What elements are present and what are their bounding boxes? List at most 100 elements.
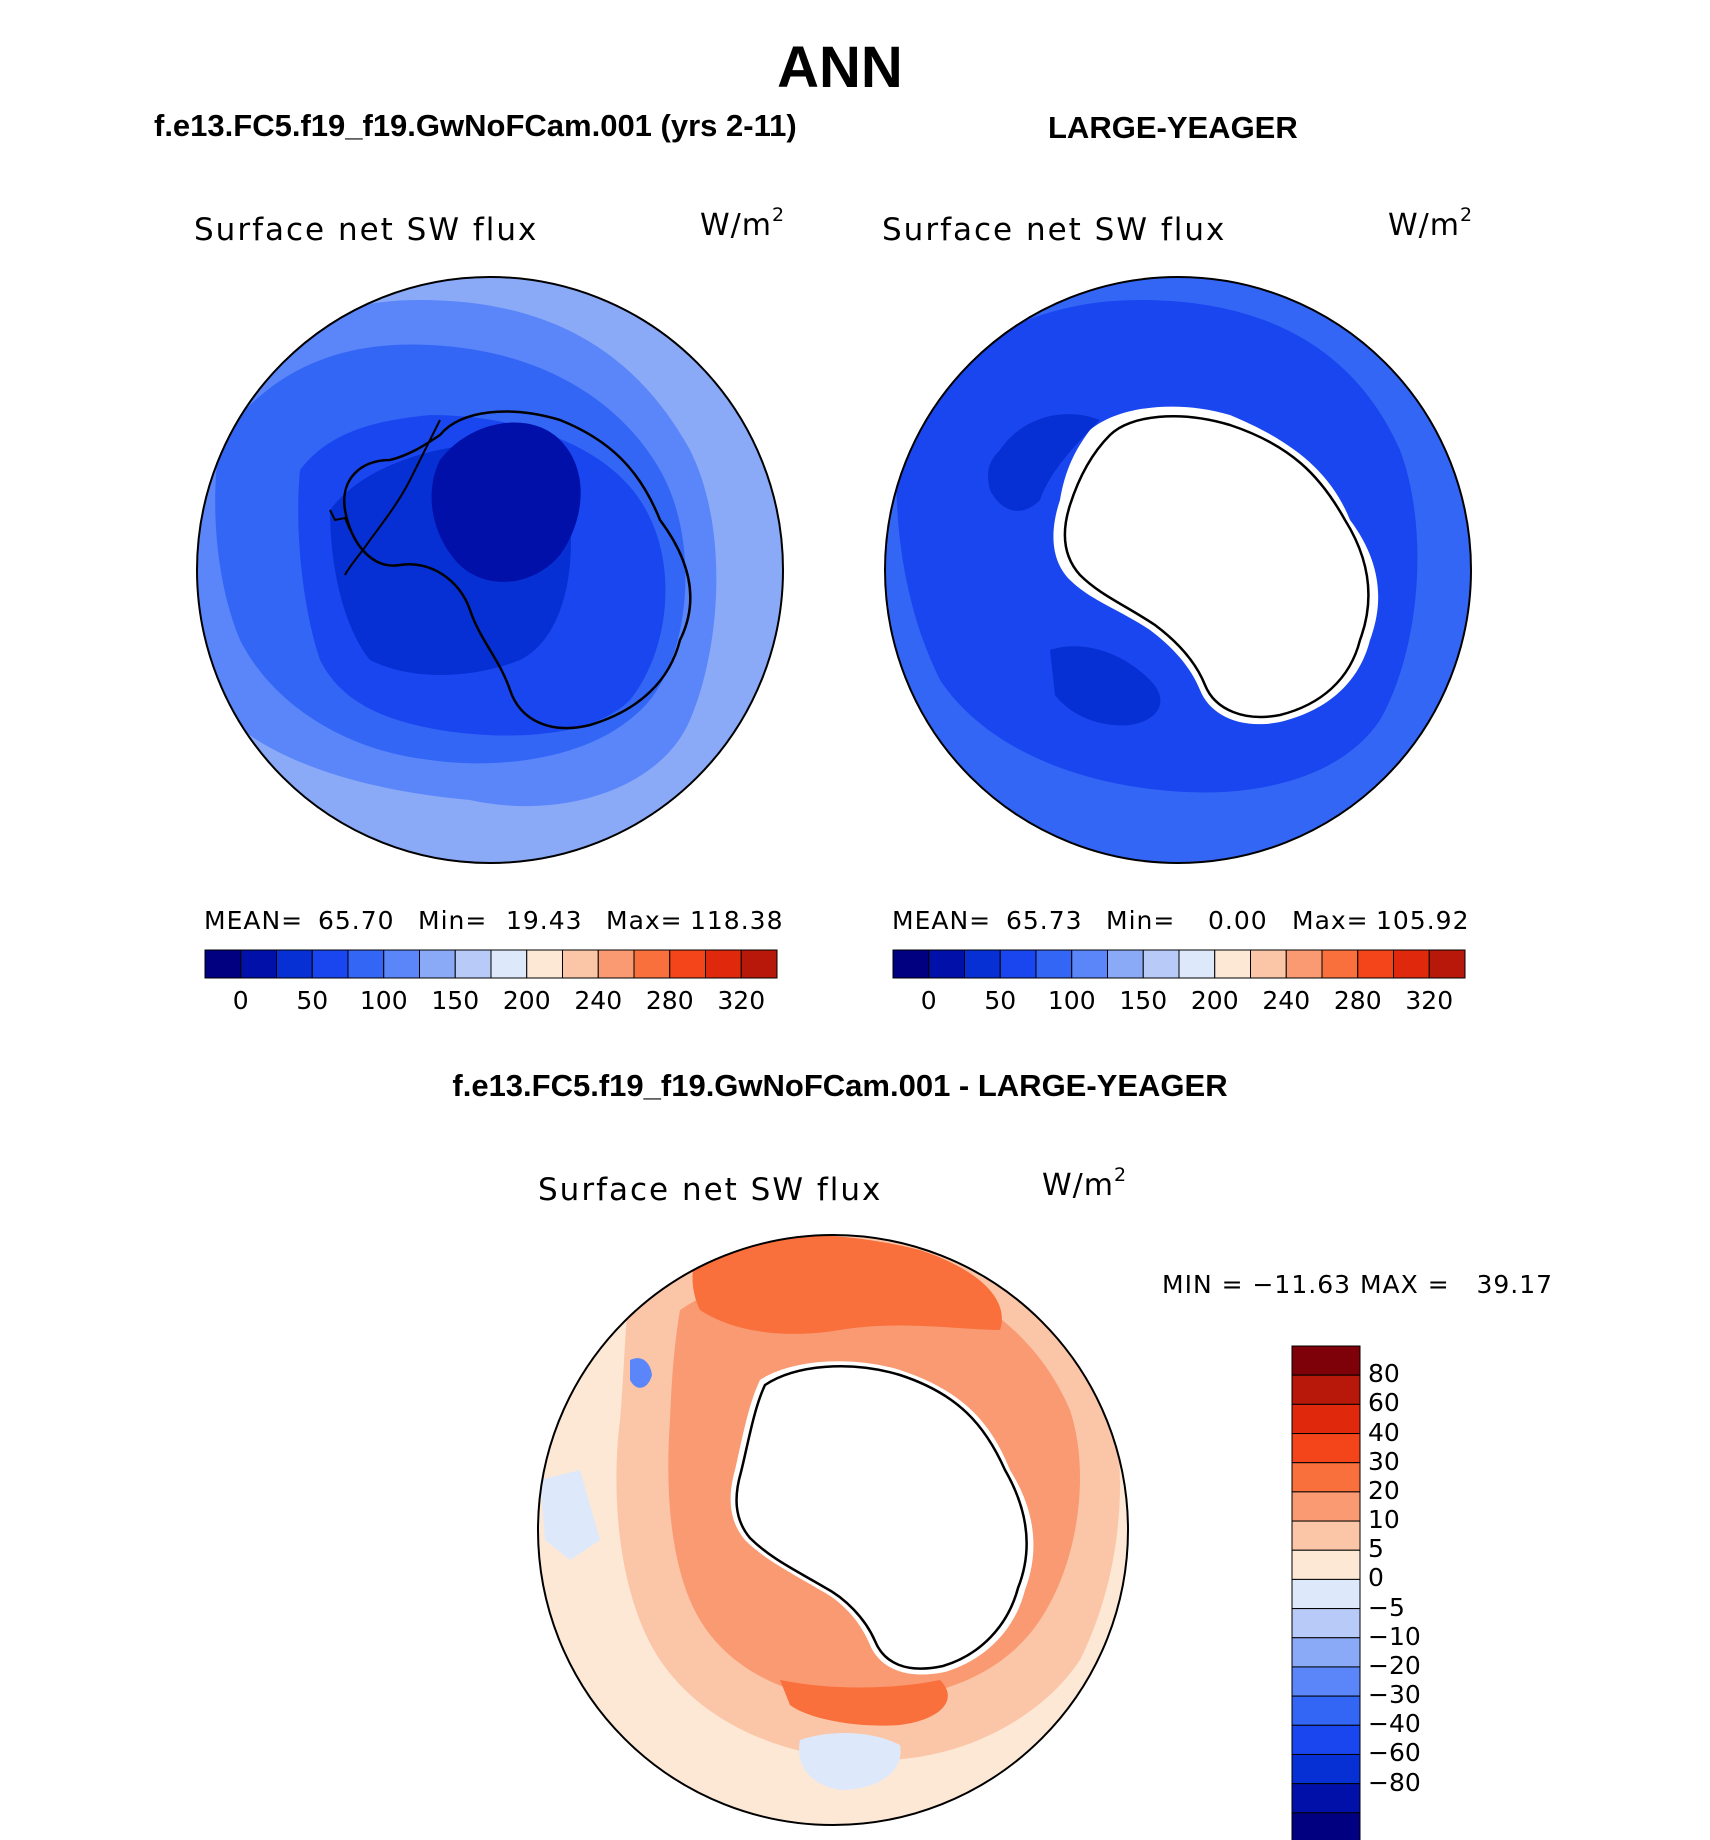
colorbar-tick-label: 40	[1368, 1417, 1400, 1447]
colorbar-box	[276, 949, 313, 979]
colorbar-box	[1291, 1491, 1361, 1522]
left-max-value: 118.38	[690, 906, 784, 935]
colorbar-box	[1291, 1695, 1361, 1726]
diff-negative-west	[540, 1470, 600, 1560]
colorbar-tick-label: 50	[984, 986, 1017, 1015]
right-units-label: W/m2	[1388, 204, 1474, 243]
colorbar-tick-label: −60	[1368, 1738, 1421, 1768]
colorbar-tick-label: 80	[1368, 1359, 1400, 1389]
colorbar-tick-label: −80	[1368, 1767, 1421, 1797]
colorbar-box	[1291, 1812, 1361, 1840]
colorbar-tick-label: 240	[1262, 986, 1311, 1015]
colorbar-box	[1214, 949, 1251, 979]
left-units-label: W/m2	[700, 204, 786, 243]
colorbar-box	[1428, 949, 1466, 979]
colorbar-tick-label: 320	[717, 986, 766, 1015]
diff-variable-label: Surface net SW flux	[538, 1172, 883, 1208]
colorbar-box	[1291, 1637, 1361, 1668]
colorbar-tick-label: 150	[431, 986, 480, 1015]
colorbar-box	[1357, 949, 1394, 979]
right-min-label: Min=	[1106, 906, 1176, 935]
colorbar-box	[1035, 949, 1073, 979]
colorbar-tick-label: −10	[1368, 1621, 1421, 1651]
colorbar-tick-label: −40	[1368, 1709, 1421, 1739]
colorbar-tick-label: 0	[920, 986, 937, 1015]
left-peninsula-coastline	[344, 419, 441, 576]
colorbar-box	[1291, 1578, 1361, 1610]
left-interior-min	[431, 422, 581, 582]
colorbar-box	[490, 949, 528, 979]
colorbar-box	[740, 949, 778, 979]
colorbar-box	[1107, 949, 1144, 979]
left-colorbar	[204, 949, 778, 979]
colorbar-box	[633, 949, 671, 979]
colorbar-box	[1071, 949, 1108, 979]
colorbar-box	[597, 949, 635, 979]
left-mean-label: MEAN=	[204, 906, 304, 935]
left-max-label: Max=	[606, 906, 683, 935]
colorbar-box	[1291, 1783, 1361, 1814]
colorbar-box	[454, 949, 492, 979]
colorbar-box	[1142, 949, 1180, 979]
colorbar-tick-label: 30	[1368, 1446, 1400, 1476]
diff-contour-20-30-south	[780, 1680, 948, 1726]
colorbar-box	[1291, 1345, 1361, 1376]
colorbar-tick-label: 240	[574, 986, 623, 1015]
colorbar-box	[1291, 1462, 1361, 1493]
left-case-title: f.e13.FC5.f19_f19.GwNoFCam.001 (yrs 2-11…	[154, 108, 797, 143]
right-variable-label: Surface net SW flux	[882, 212, 1227, 248]
colorbar-tick-label: 20	[1368, 1475, 1400, 1505]
colorbar-box	[1291, 1724, 1361, 1755]
colorbar-tick-label: 280	[645, 986, 694, 1015]
colorbar-box	[1178, 949, 1216, 979]
right-map-boundary	[884, 276, 1472, 864]
left-antarctica-coastline	[342, 410, 692, 730]
colorbar-box	[999, 949, 1037, 979]
colorbar-box	[1250, 949, 1287, 979]
colorbar-box	[1291, 1753, 1361, 1785]
colorbar-box	[1291, 1374, 1361, 1405]
colorbar-box	[204, 949, 242, 979]
colorbar-tick-label: −20	[1368, 1650, 1421, 1680]
colorbar-box	[928, 949, 965, 979]
right-max-value: 105.92	[1376, 906, 1470, 935]
diff-units-label: W/m2	[1042, 1164, 1128, 1203]
colorbar-tick-label: 5	[1368, 1534, 1384, 1564]
colorbar-box	[1291, 1433, 1361, 1464]
diff-title: f.e13.FC5.f19_f19.GwNoFCam.001 - LARGE-Y…	[452, 1068, 1228, 1103]
colorbar-box	[669, 949, 706, 979]
right-min-value: 0.00	[1208, 906, 1268, 935]
right-max-label: Max=	[1292, 906, 1369, 935]
right-colorbar	[892, 949, 1466, 979]
right-contour-0-50-ross	[1050, 646, 1161, 726]
colorbar-box	[1291, 1520, 1361, 1551]
colorbar-tick-label: 0	[1368, 1563, 1384, 1593]
colorbar-tick-label: 10	[1368, 1505, 1400, 1535]
colorbar-tick-label: 150	[1119, 986, 1168, 1015]
colorbar-box	[1291, 1549, 1361, 1580]
colorbar-box	[1291, 1608, 1361, 1639]
left-map	[197, 277, 783, 863]
colorbar-box	[1291, 1666, 1361, 1697]
colorbar-box	[1285, 949, 1323, 979]
diff-negative-south	[799, 1733, 901, 1790]
left-min-label: Min=	[418, 906, 488, 935]
left-min-value: 19.43	[506, 906, 583, 935]
colorbar-box	[1321, 949, 1359, 979]
right-contour-0-50-weddell	[988, 414, 1100, 511]
left-map-boundary	[196, 276, 784, 864]
colorbar-box	[240, 949, 277, 979]
colorbar-tick-label: 50	[296, 986, 329, 1015]
colorbar-box	[526, 949, 563, 979]
colorbar-tick-label: 320	[1405, 986, 1454, 1015]
diff-map	[538, 1235, 1128, 1825]
colorbar-box	[347, 949, 385, 979]
diff-contour-20-30-north	[692, 1235, 1002, 1334]
diff-masked-region	[730, 1361, 1034, 1675]
diff-antarctica-coastline	[735, 1365, 1028, 1670]
diff-map-boundary	[537, 1234, 1129, 1826]
left-mean-value: 65.70	[318, 906, 395, 935]
colorbar-tick-label: 100	[359, 986, 408, 1015]
